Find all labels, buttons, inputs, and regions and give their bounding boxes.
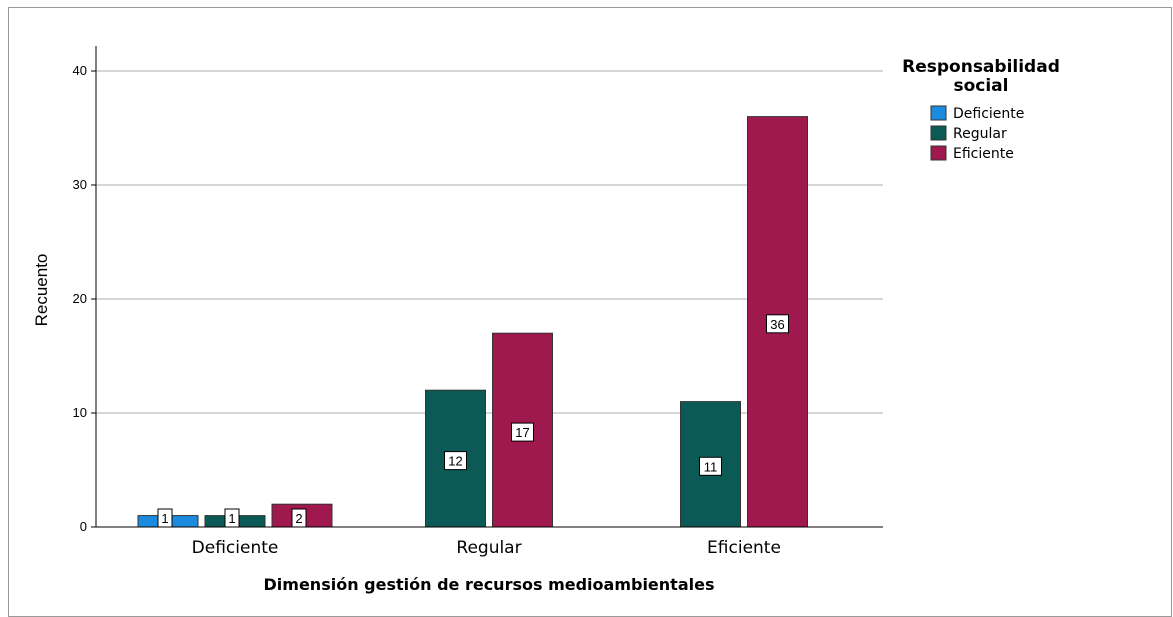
data-label: 1 [161,511,168,526]
legend-title-line1: Responsabilidad [902,57,1060,77]
data-label-box [444,451,467,471]
data-label-box [699,456,722,476]
y-tick-label: 10 [73,405,87,420]
legend-items: Deficiente Regular Eficiente [930,105,1024,162]
legend: Responsabilidad social Deficiente Regular… [902,57,1060,162]
y-tick-label: 30 [73,177,87,192]
data-label: 2 [295,511,302,526]
x-category-label: Regular [456,538,521,558]
x-axis-title: Dimensión gestión de recursos medioambie… [264,575,715,594]
data-label: 12 [448,454,462,469]
legend-label: Deficiente [953,106,1024,122]
data-label: 11 [704,459,718,474]
legend-swatch [930,105,947,121]
chart-frame [8,7,1172,617]
y-tick-label: 20 [73,291,87,306]
legend-swatch [930,145,947,161]
legend-label: Eficiente [953,146,1014,162]
data-label: 17 [515,425,529,440]
y-tick-labels: 0 10 20 30 40 [73,63,96,534]
data-label-box [511,422,534,442]
x-category-label: Eficiente [707,538,781,558]
y-axis-title: Recuento [32,254,51,327]
legend-label: Regular [953,126,1007,142]
axes [95,46,883,528]
legend-title-line2: social [953,76,1008,96]
data-label: 36 [770,317,784,332]
x-category-labels: Deficiente Regular Eficiente [192,538,781,558]
legend-swatch [930,125,947,141]
x-category-label: Deficiente [192,538,279,558]
data-label-box [766,314,789,334]
y-tick-label: 0 [80,519,87,534]
y-tick-label: 40 [73,63,87,78]
data-label: 1 [228,511,235,526]
